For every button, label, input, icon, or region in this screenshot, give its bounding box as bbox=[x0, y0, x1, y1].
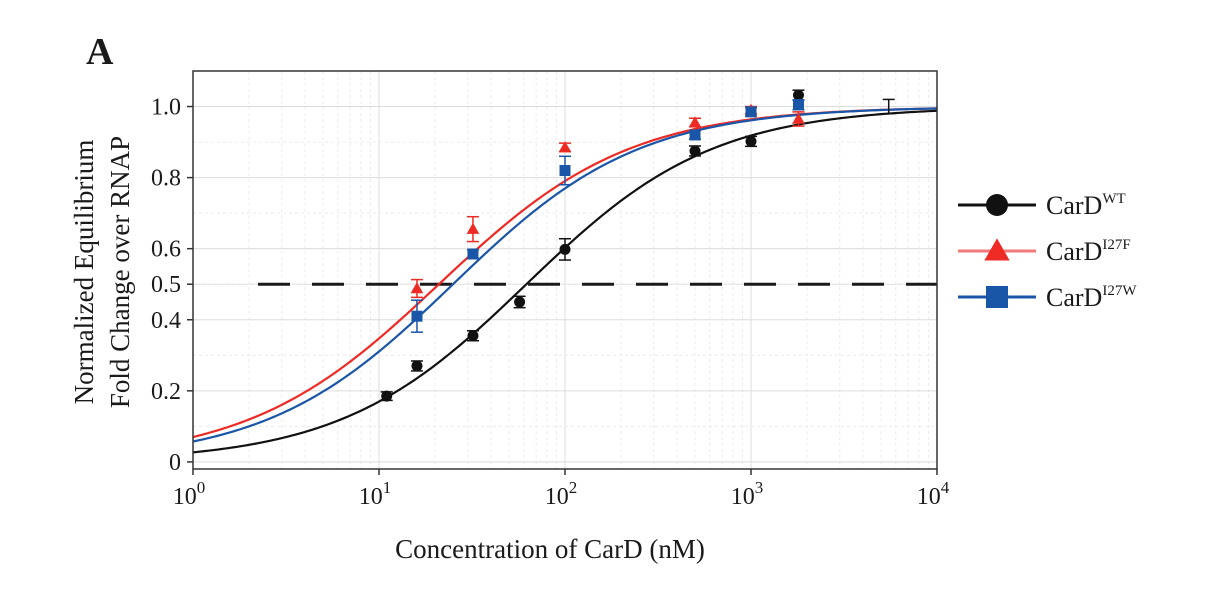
data-point-i27w bbox=[792, 99, 804, 111]
data-point-wt bbox=[467, 330, 479, 342]
legend-marker-wt bbox=[986, 194, 1008, 216]
x-tick-label: 101 bbox=[359, 478, 392, 510]
legend-label-wt: CarDWT bbox=[1046, 191, 1126, 220]
legend-label-i27w: CarDI27W bbox=[1046, 283, 1137, 312]
y-tick-label: 0 bbox=[169, 450, 181, 476]
plot-area bbox=[192, 70, 938, 470]
grid bbox=[192, 70, 937, 469]
y-tick-label: 0.8 bbox=[151, 166, 181, 192]
data-point-i27w bbox=[467, 248, 479, 260]
panel-label: A bbox=[86, 31, 114, 73]
data-point-i27w bbox=[559, 165, 571, 176]
data-point-wt bbox=[411, 360, 423, 372]
legend: CarDWT CarDI27F CarDI27W bbox=[958, 191, 1137, 312]
y-axis-label: Normalized Equilibrium Fold Change over … bbox=[69, 136, 135, 408]
y-tick-label: 0.2 bbox=[151, 379, 181, 405]
data-point-i27f bbox=[558, 141, 572, 153]
y-tick-label: 1.0 bbox=[151, 95, 181, 121]
data-point-wt bbox=[689, 145, 701, 157]
x-tick-label: 100 bbox=[173, 478, 206, 510]
data-point-wt bbox=[792, 89, 804, 101]
data-point-i27w bbox=[411, 310, 423, 322]
data-point-wt bbox=[745, 135, 757, 147]
data-point-wt bbox=[559, 243, 571, 255]
y-tick-label: 0.6 bbox=[151, 237, 181, 263]
x-axis-ticks: 100 101 102 103 104 bbox=[173, 469, 950, 510]
data-point-i27f bbox=[410, 282, 424, 294]
x-axis-label: Concentration of CarD (nM) bbox=[395, 534, 705, 564]
y-tick-label: 0.5 bbox=[151, 272, 181, 298]
legend-label-i27f: CarDI27F bbox=[1046, 237, 1131, 266]
data-point-i27f bbox=[792, 112, 805, 124]
data-point-i27f bbox=[466, 222, 480, 234]
data-point-wt bbox=[514, 296, 526, 308]
data-point-i27w bbox=[745, 106, 757, 118]
x-tick-label: 104 bbox=[917, 478, 950, 510]
data-points bbox=[380, 89, 895, 402]
data-point-i27f bbox=[688, 116, 702, 128]
x-tick-label: 102 bbox=[545, 478, 578, 510]
y-axis-label-line-2: Fold Change over RNAP bbox=[105, 136, 135, 408]
y-axis-label-line-1: Normalized Equilibrium bbox=[69, 140, 99, 405]
legend-marker-i27w bbox=[986, 286, 1008, 308]
y-axis-ticks: 0 0.2 0.4 0.5 0.6 0.8 1.0 bbox=[151, 95, 193, 476]
data-point-i27w bbox=[689, 129, 701, 141]
data-point-wt bbox=[381, 390, 393, 402]
y-tick-label: 0.4 bbox=[151, 308, 181, 334]
x-tick-label: 103 bbox=[731, 478, 764, 510]
legend-marker-i27f bbox=[984, 238, 1010, 261]
fit-curve-i27w bbox=[192, 107, 938, 443]
